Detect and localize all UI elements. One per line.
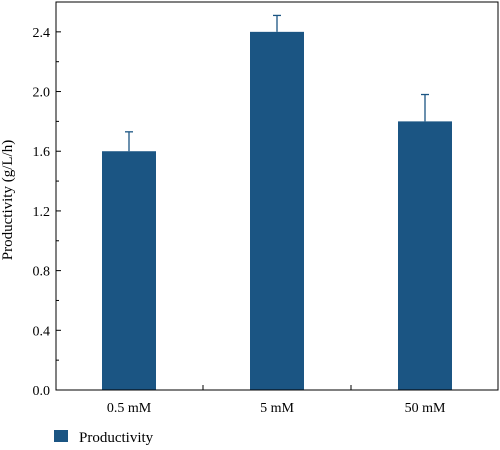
x-tick-label-1: 5 mM <box>260 401 294 416</box>
y-tick-label-2: 0.8 <box>33 265 51 280</box>
x-tick-label-0: 0.5 mM <box>107 401 152 416</box>
bar-2 <box>398 121 452 390</box>
y-tick-label-6: 2.4 <box>33 26 51 41</box>
y-tick-label-0: 0.0 <box>33 384 51 399</box>
plot-frame <box>55 1 499 391</box>
y-ticks-layer: 0.0 0.4 0.8 1.2 1.6 2.0 2.4 <box>33 26 61 399</box>
legend: Productivity <box>54 430 154 446</box>
y-tick-label-1: 0.4 <box>33 324 51 339</box>
legend-swatch-productivity <box>54 430 68 442</box>
x-ticks-layer: 0.5 mM 5 mM 50 mM <box>107 385 446 416</box>
error-bars-layer <box>125 14 429 152</box>
bars-layer <box>102 31 452 390</box>
y-axis-title: Productivity (g/L/h) <box>0 140 16 260</box>
y-tick-label-3: 1.2 <box>33 205 51 220</box>
y-tick-label-5: 2.0 <box>33 86 51 101</box>
bar-0 <box>102 151 156 390</box>
legend-label-productivity: Productivity <box>79 430 154 446</box>
bar-1 <box>250 31 304 390</box>
y-tick-label-4: 1.6 <box>33 145 51 160</box>
x-tick-label-2: 50 mM <box>405 401 446 416</box>
axes-layer <box>55 1 499 391</box>
